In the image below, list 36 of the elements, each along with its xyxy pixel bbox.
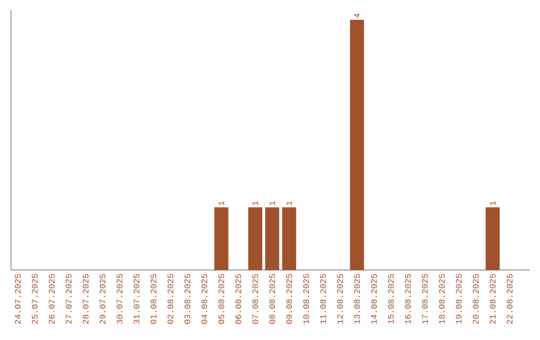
x-tick-label: 22.08.2025 [506, 274, 513, 324]
x-tick-label: 09.08.2025 [286, 274, 292, 324]
x-tick-label: 11.08.2025 [320, 274, 326, 324]
x-tick-label: 20.08.2025 [472, 274, 479, 324]
data-label: 4 [354, 14, 360, 18]
x-tick-label: 21.08.2025 [490, 274, 496, 324]
x-tick-label: 03.08.2025 [184, 274, 190, 324]
x-tick-label: 04.08.2025 [201, 274, 208, 324]
x-tick-label: 29.07.2025 [100, 274, 106, 324]
data-label: 1 [286, 201, 292, 206]
x-tick-label: 19.08.2025 [456, 274, 462, 324]
x-tick-label: 13.08.2025 [354, 274, 360, 324]
data-label: 1 [269, 201, 275, 206]
x-tick-label: 15.08.2025 [388, 274, 394, 324]
data-label: 1 [252, 201, 258, 206]
x-tick-label: 10.08.2025 [303, 274, 309, 324]
x-tick-label: 25.07.2025 [32, 274, 38, 324]
x-tick-label: 24.07.2025 [14, 274, 21, 324]
x-tick-label: 08.08.2025 [269, 274, 276, 324]
x-tick-label: 01.08.2025 [150, 274, 156, 324]
x-tick-label: 18.08.2025 [438, 274, 445, 324]
data-label: 1 [218, 201, 224, 206]
x-tick-label: 27.07.2025 [66, 274, 72, 324]
x-tick-label: 05.08.2025 [218, 274, 224, 324]
x-tick-label: 07.08.2025 [252, 274, 258, 324]
x-tick-label: 17.08.2025 [422, 274, 428, 324]
x-tick-label: 14.08.2025 [371, 274, 377, 324]
x-tick-label: 28.07.2025 [82, 274, 88, 324]
x-tick-label: 31.07.2025 [134, 274, 140, 324]
x-tick-label: 16.08.2025 [405, 274, 411, 324]
x-tick-label: 26.07.2025 [48, 274, 55, 324]
x-tick-label: 30.07.2025 [116, 274, 122, 324]
x-tick-label: 12.08.2025 [337, 274, 343, 324]
x-tick-label: 06.08.2025 [235, 274, 242, 324]
data-label: 1 [490, 201, 496, 206]
x-tick-label: 02.08.2025 [168, 274, 174, 324]
